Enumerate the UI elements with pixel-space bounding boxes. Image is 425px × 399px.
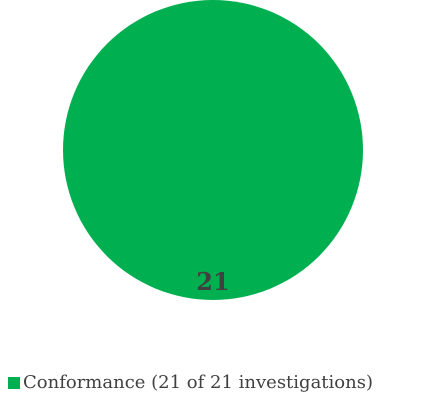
legend-label-conformance: Conformance (21 of 21 investigations): [23, 372, 373, 393]
legend-swatch-conformance: [8, 376, 20, 389]
legend: Conformance (21 of 21 investigations): [8, 372, 373, 393]
slice-data-label: 21: [196, 267, 229, 296]
pie-slice-0: [63, 0, 363, 300]
pie-slices: [63, 0, 363, 300]
